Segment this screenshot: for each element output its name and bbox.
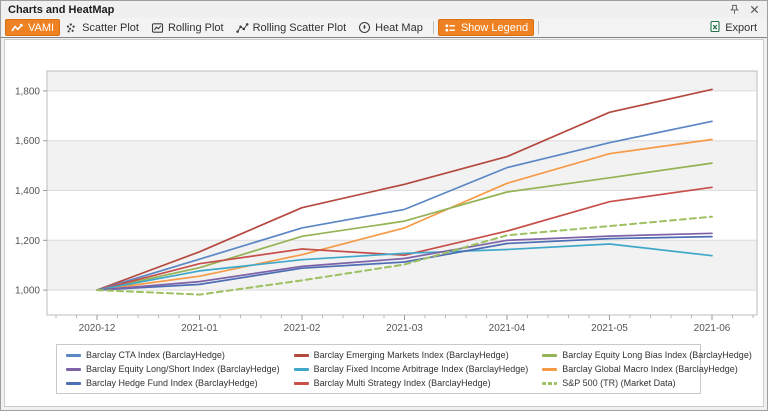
pin-icon[interactable] xyxy=(729,4,740,15)
toolbar-button-label: Scatter Plot xyxy=(82,21,139,34)
rolling-scatter-icon xyxy=(235,22,249,34)
series-line-barclay-equity-long-bias-index-barclayhedge xyxy=(96,162,713,291)
toolbar-separator xyxy=(432,21,434,34)
series-line-barclay-equity-long-short-index-barclayhedge xyxy=(96,232,713,291)
x-axis: 2020-12 2021-01 2021-02 2021-03 2021-04 2021-… xyxy=(55,315,754,334)
legend-item-barclay-fixed-income-arbitrage-index-barclayhedge[interactable]: Barclay Fixed Income Arbitrage Index (Ba… xyxy=(293,364,529,374)
legend-item-barclay-equity-long-short-index-barclayhedge[interactable]: Barclay Equity Long/Short Index (Barclay… xyxy=(66,364,280,374)
legend-item-barclay-emerging-markets-index-barclayhedge[interactable]: Barclay Emerging Markets Index (BarclayH… xyxy=(293,350,529,360)
toolbar-button-label: Rolling Scatter Plot xyxy=(252,21,347,34)
y-tick-label: 1,000 xyxy=(15,286,40,297)
series-line-barclay-hedge-fund-index-barclayhedge xyxy=(96,235,713,291)
legend-item-barclay-equity-long-bias-index-barclayhedge[interactable]: Barclay Equity Long Bias Index (BarclayH… xyxy=(542,350,752,360)
rolling-plot-icon xyxy=(151,22,164,34)
heatmap-icon xyxy=(358,21,371,34)
legend-label: Barclay Hedge Fund Index (BarclayHedge) xyxy=(86,378,258,388)
legend-item-barclay-hedge-fund-index-barclayhedge[interactable]: Barclay Hedge Fund Index (BarclayHedge) xyxy=(66,378,280,388)
toolbar-button-show-legend[interactable]: Show Legend xyxy=(437,19,535,36)
x-tick-label: 2021-06 xyxy=(694,323,731,334)
toolbar-button-scatter-plot[interactable]: Scatter Plot xyxy=(60,19,145,36)
legend-label: Barclay CTA Index (BarclayHedge) xyxy=(86,350,225,360)
x-tick-label: 2021-01 xyxy=(181,323,218,334)
toolbar-button-label: Heat Map xyxy=(375,21,423,34)
export-button[interactable]: Export xyxy=(703,19,763,36)
y-tick-label: 1,600 xyxy=(15,136,40,147)
toolbar-button-label: Rolling Plot xyxy=(167,21,224,34)
legend-swatch xyxy=(293,381,309,385)
chart-legend: Barclay CTA Index (BarclayHedge) Barclay … xyxy=(56,344,752,394)
excel-export-icon xyxy=(709,20,721,36)
toolbar-separator xyxy=(538,21,540,34)
legend-label: Barclay Fixed Income Arbitrage Index (Ba… xyxy=(313,364,529,374)
legend-swatch xyxy=(542,381,558,385)
toolbar-button-label: VAMI xyxy=(28,21,55,34)
plot-area xyxy=(46,70,758,316)
x-tick-label: 2021-03 xyxy=(386,323,423,334)
line-chart-icon xyxy=(11,22,24,34)
y-axis: 1,000 1,200 1,400 1,600 1,800 xyxy=(15,86,47,297)
legend-swatch xyxy=(66,367,81,371)
legend-label: Barclay Emerging Markets Index (BarclayH… xyxy=(313,350,509,360)
series-line-barclay-fixed-income-arbitrage-index-barclayhedge xyxy=(96,243,713,291)
y-tick-label: 1,800 xyxy=(15,86,40,97)
series-line-barclay-emerging-markets-index-barclayhedge xyxy=(96,88,713,291)
export-label: Export xyxy=(725,21,757,34)
legend-swatch xyxy=(542,367,558,371)
series-line-barclay-global-macro-index-barclayhedge xyxy=(96,138,713,291)
toolbar-button-rolling-scatter-plot[interactable]: Rolling Scatter Plot xyxy=(230,19,353,36)
legend-label: Barclay Global Macro Index (BarclayHedge… xyxy=(562,364,738,374)
x-tick-label: 2021-05 xyxy=(591,323,628,334)
scatter-icon xyxy=(66,22,78,34)
legend-icon xyxy=(444,22,457,34)
legend-swatch xyxy=(66,353,81,357)
legend-item-s-p-500-tr-market-data[interactable]: S&P 500 (TR) (Market Data) xyxy=(542,378,752,388)
toolbar-button-rolling-plot[interactable]: Rolling Plot xyxy=(145,19,230,36)
panel-title: Charts and HeatMap xyxy=(8,3,115,16)
panel-titlebar: Charts and HeatMap xyxy=(1,1,767,18)
series-line-barclay-cta-index-barclayhedge xyxy=(96,120,713,291)
legend-swatch xyxy=(293,367,309,371)
y-tick-label: 1,400 xyxy=(15,186,40,197)
legend-label: S&P 500 (TR) (Market Data) xyxy=(562,378,676,388)
x-tick-label: 2020-12 xyxy=(79,323,116,334)
toolbar-button-vami[interactable]: VAMI xyxy=(5,19,61,36)
legend-label: Barclay Equity Long/Short Index (Barclay… xyxy=(86,364,280,374)
legend-item-barclay-cta-index-barclayhedge[interactable]: Barclay CTA Index (BarclayHedge) xyxy=(66,350,280,360)
legend-label: Barclay Multi Strategy Index (BarclayHed… xyxy=(313,378,491,388)
x-tick-label: 2021-04 xyxy=(489,323,526,334)
chart-content-panel: 1,000 1,200 1,400 1,600 1,800 2020-12 2021-01 2… xyxy=(4,39,764,407)
toolbar-button-heat-map[interactable]: Heat Map xyxy=(352,19,429,36)
series-line-barclay-multi-strategy-index-barclayhedge xyxy=(96,186,713,291)
legend-swatch xyxy=(66,381,81,385)
y-tick-label: 1,200 xyxy=(15,236,40,247)
legend-swatch xyxy=(293,353,309,357)
plot-band xyxy=(47,71,757,91)
chart-toolbar: VAMI Scatter Plot Rolling Plot Rolling Scat… xyxy=(1,18,767,38)
legend-swatch xyxy=(542,353,558,357)
series-line-s-p-500-tr-market-data xyxy=(96,215,713,296)
legend-item-barclay-multi-strategy-index-barclayhedge[interactable]: Barclay Multi Strategy Index (BarclayHed… xyxy=(293,378,529,388)
legend-item-barclay-global-macro-index-barclayhedge[interactable]: Barclay Global Macro Index (BarclayHedge… xyxy=(542,364,752,374)
toolbar-button-label: Show Legend xyxy=(460,21,529,34)
close-icon[interactable] xyxy=(749,4,760,15)
legend-label: Barclay Equity Long Bias Index (BarclayH… xyxy=(562,350,752,360)
x-tick-label: 2021-02 xyxy=(284,323,321,334)
